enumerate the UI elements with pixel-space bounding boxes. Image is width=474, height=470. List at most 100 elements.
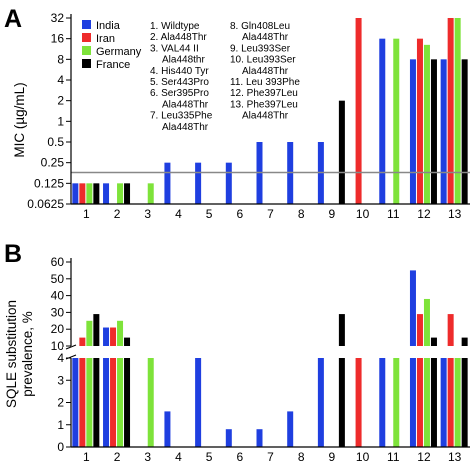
b-bar-germany-1-upper [86,320,93,346]
a-ytick-label: 1 [57,114,64,128]
b-xtick-label: 2 [114,450,121,464]
b-xtick-label: 8 [298,450,305,464]
b-bar-germany-11-lower [393,358,400,447]
b-bar-france-13-upper [461,337,468,346]
b-xtick-label: 10 [356,450,370,464]
panel-letter-b: B [4,240,22,268]
b-bar-germany-2-upper [117,320,124,346]
a-ytick-label: 0.25 [41,156,65,170]
a-bar-iran-13 [447,18,454,204]
b-bar-france-2-lower [124,358,131,447]
b-bar-india-4 [164,411,171,447]
b-xtick-label: 12 [417,450,431,464]
a-bar-germany-11 [393,38,400,204]
mutation-note-cont: Ala448Thr [242,111,289,122]
a-bar-germany-1 [86,183,93,204]
b-bar-iran-1-lower [79,358,86,447]
b-bar-india-12-lower [409,358,416,447]
a-bar-germany-12 [423,44,430,205]
b-bar-india-6 [225,429,232,447]
b-bar-iran-12-lower [416,358,423,447]
b-bar-india-11 [379,358,386,447]
b-bar-france-13-lower [461,358,468,447]
a-xtick-label: 8 [298,207,305,221]
b-axis-break-gap [63,347,472,357]
b-xtick-label: 5 [206,450,213,464]
b-ytick-label: 0 [57,440,64,454]
legend-swatch-germany [82,46,91,55]
b-bar-iran-10-lower [355,358,362,447]
a-xtick-label: 12 [417,207,431,221]
a-bar-france-1 [93,183,100,204]
b-bar-france-1-lower [93,358,100,447]
mutation-note: 8. Gln408Leu [230,21,290,32]
a-bar-india-13 [440,59,447,205]
mutation-note: 13. Phe397Leu [230,99,298,110]
legend-label-india: India [96,20,121,32]
b-ylabel-line2: prevalence, % [20,311,35,397]
a-bar-india-4 [164,162,171,204]
a-xtick-label: 2 [114,207,121,221]
panel-b-ylabel: SQLE substitutionprevalence, % [4,300,35,408]
a-bar-india-12 [409,59,416,205]
mutation-note: 3. VAL44 II [150,43,199,54]
a-ytick-label: 0.0625 [27,197,64,211]
b-xtick-label: 4 [175,450,182,464]
b-bar-india-5 [195,358,202,447]
a-ytick-label: 32 [51,11,65,25]
a-bar-india-1 [72,183,79,204]
b-ytick-label: 20 [51,322,65,336]
b-xtick-label: 11 [387,450,400,464]
a-xtick-label: 6 [236,207,243,221]
b-axis-break-mark [65,344,77,350]
b-bar-france-9-upper [338,314,345,346]
a-xtick-label: 13 [448,207,462,221]
a-xtick-label: 10 [356,207,370,221]
a-bar-france-13 [461,59,468,205]
b-bar-iran-13-upper [447,314,454,346]
a-bar-germany-2 [117,183,124,204]
a-bar-france-9 [338,100,345,204]
mutation-note: 4. His440 Tyr [150,66,209,77]
mutation-note: 12. Phe397Leu [230,88,298,99]
b-bar-india-9 [317,358,324,447]
a-ytick-label: 0.125 [34,176,64,190]
a-xtick-label: 9 [329,207,336,221]
b-bar-france-1-upper [93,314,100,346]
mutation-note-cont: Ala448Thr [242,66,289,77]
b-ytick-label: 4 [57,351,64,365]
mutation-note: 11. Leu 393Phe [230,77,300,88]
b-xtick-label: 3 [144,450,151,464]
a-xtick-label: 1 [83,207,90,221]
mutation-note-cont: Ala448Thr [162,122,209,133]
panel-b-chart: SQLE substitutionprevalence, % 102030405… [4,255,472,464]
b-bar-india-13-lower [440,358,447,447]
b-bar-france-12-upper [430,337,437,346]
b-xtick-label: 6 [236,450,243,464]
a-ytick-label: 16 [51,32,65,46]
a-xtick-label: 7 [267,207,274,221]
mutation-note-cont: Ala448Thr [242,32,289,43]
b-bar-iran-2-upper [110,327,117,346]
a-bar-iran-1 [79,183,86,204]
a-bar-germany-13 [454,18,461,204]
b-bar-germany-12-lower [423,358,430,447]
a-bar-iran-10 [355,18,362,204]
panel-letter-a: A [4,5,22,33]
mutation-note: 1. Wildtype [150,21,200,32]
mutation-note-cont: Ala448Thr [162,99,209,110]
b-bar-india-2-lower [103,358,110,447]
a-bar-iran-12 [416,38,423,204]
a-bar-india-2 [103,183,110,204]
a-ytick-label: 8 [57,52,64,66]
mutation-note-cont: Ala448thr [162,55,205,66]
b-ytick-label: 1 [57,418,64,432]
a-bar-india-6 [225,162,232,204]
a-bar-germany-3 [147,183,154,204]
legend-swatch-france [82,59,91,68]
b-bar-germany-12-upper [423,298,430,346]
